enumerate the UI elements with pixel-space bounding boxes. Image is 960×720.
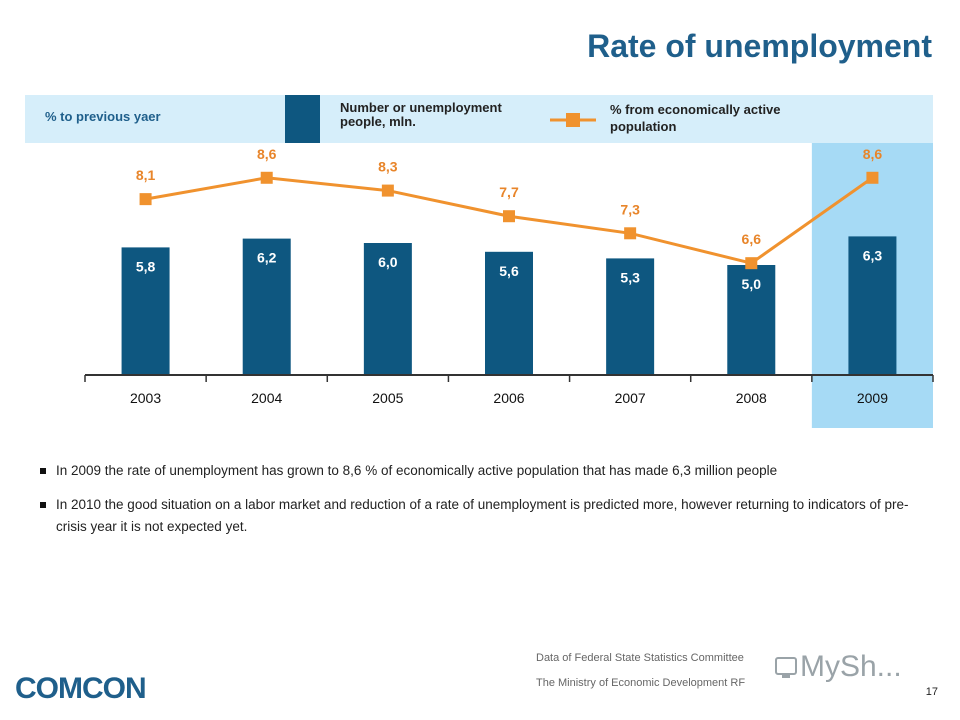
line-point bbox=[745, 257, 758, 270]
bar-value-label: 5,3 bbox=[620, 269, 640, 285]
bar bbox=[363, 243, 412, 375]
bar-value-label: 5,6 bbox=[499, 263, 519, 279]
bullet-marker bbox=[40, 502, 46, 508]
line-value-label: 7,3 bbox=[620, 201, 640, 217]
line-point bbox=[381, 184, 394, 197]
line-point bbox=[260, 171, 273, 184]
page-title: Rate of unemployment bbox=[587, 28, 932, 64]
myshows-logo-text: MySh... bbox=[800, 650, 902, 683]
line-value-label: 8,6 bbox=[863, 146, 883, 162]
comcon-logo: COMCON bbox=[15, 672, 147, 705]
bar-value-label: 6,2 bbox=[257, 250, 277, 266]
line-point bbox=[624, 227, 637, 240]
bar-value-label: 5,8 bbox=[136, 258, 156, 274]
bar bbox=[727, 265, 776, 375]
chart: 5,8 6,2 6,0 5,6 5,3 5,0 6,3 8,1 8,6 8,3 7,7 7,3 6,6… bbox=[84, 143, 934, 428]
x-tick-label: 2004 bbox=[251, 390, 282, 406]
bar bbox=[242, 238, 291, 375]
line-value-label: 8,1 bbox=[136, 167, 156, 183]
legend-bar-label: Number or unemployment people, mln. bbox=[340, 100, 502, 129]
bar bbox=[848, 236, 897, 375]
line-point bbox=[866, 171, 879, 184]
x-tick-label: 2007 bbox=[615, 390, 646, 406]
line-point bbox=[139, 193, 152, 206]
x-tick-label: 2009 bbox=[857, 390, 888, 406]
legend-line-swatch bbox=[550, 113, 596, 127]
bar bbox=[606, 258, 655, 375]
bar-value-label: 6,0 bbox=[378, 254, 398, 270]
bullet-item: In 2010 the good situation on a labor ma… bbox=[40, 494, 920, 538]
x-tick-label: 2006 bbox=[493, 390, 524, 406]
legend-left-label: % to previous yaer bbox=[45, 109, 161, 124]
bar bbox=[485, 251, 533, 375]
bullet-item: In 2009 the rate of unemployment has gro… bbox=[40, 460, 920, 482]
source-line: The Ministry of Economic Development RF bbox=[536, 677, 746, 689]
x-tick-label: 2008 bbox=[736, 390, 767, 406]
x-tick-label: 2005 bbox=[372, 390, 403, 406]
x-tick-label: 2003 bbox=[130, 390, 161, 406]
bar bbox=[121, 247, 170, 375]
bar-value-label: 6,3 bbox=[863, 247, 883, 263]
bullet-list: In 2009 the rate of unemployment has gro… bbox=[40, 460, 920, 550]
source-line: Data of Federal State Statistics Committ… bbox=[536, 652, 744, 664]
legend-band bbox=[25, 95, 933, 143]
bullet-text: In 2010 the good situation on a labor ma… bbox=[56, 497, 909, 534]
bullet-marker bbox=[40, 468, 46, 474]
bar-value-label: 5,0 bbox=[742, 276, 762, 292]
logo-icon bbox=[775, 657, 797, 678]
page-number: 17 bbox=[925, 686, 938, 698]
line-value-label: 6,6 bbox=[742, 231, 762, 247]
legend-bar-swatch bbox=[285, 95, 320, 143]
line-value-label: 8,3 bbox=[378, 159, 398, 175]
myshows-logo: MySh... bbox=[772, 650, 902, 684]
legend-line-label: % from economically active population bbox=[610, 102, 781, 134]
bullet-text: In 2009 the rate of unemployment has gro… bbox=[56, 463, 778, 478]
line-point bbox=[503, 210, 515, 223]
line-value-label: 7,7 bbox=[499, 184, 519, 200]
line-value-label: 8,6 bbox=[257, 146, 277, 162]
